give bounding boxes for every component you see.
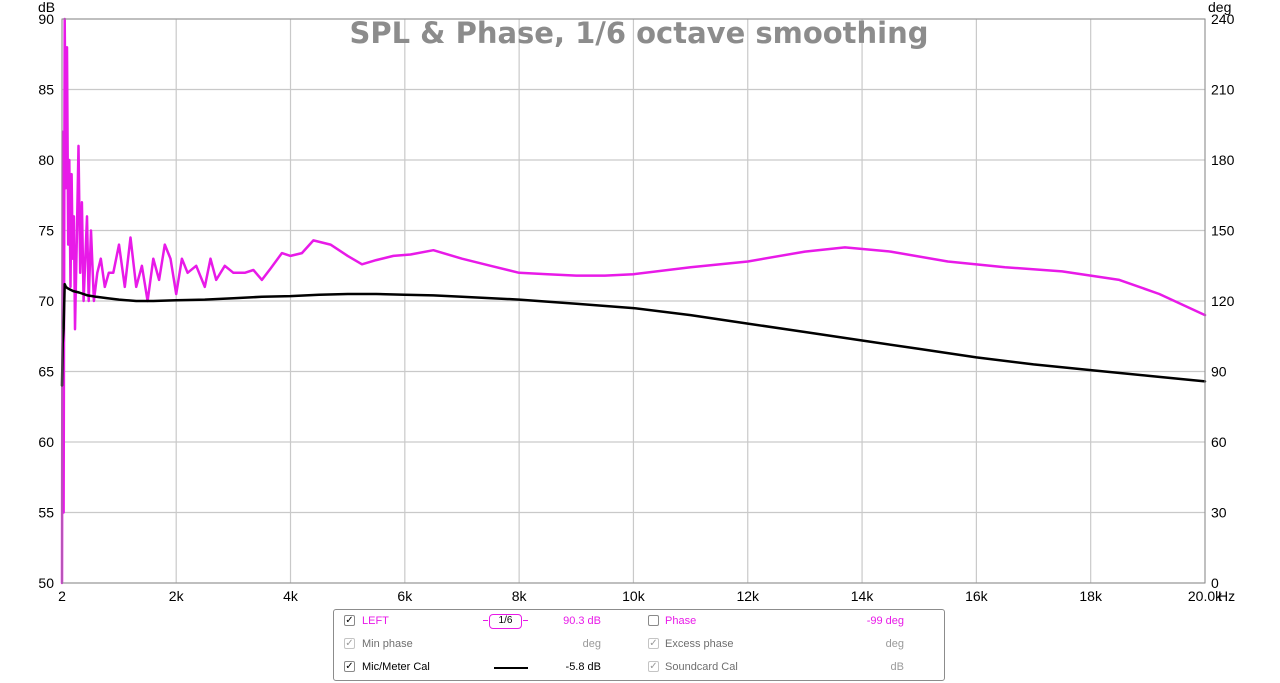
min-phase-value: deg bbox=[582, 638, 601, 650]
y-left-tick-label: 50 bbox=[38, 575, 54, 591]
y-left-tick-label: 90 bbox=[38, 11, 54, 27]
smoothing-selector[interactable]: 1/6 bbox=[483, 614, 528, 629]
y-right-tick-label: 180 bbox=[1211, 152, 1235, 168]
x-tick-label: 14k bbox=[851, 588, 875, 604]
phase-label: Phase bbox=[665, 615, 697, 627]
y-right-unit: deg bbox=[1208, 0, 1231, 15]
excess-phase-checkbox[interactable]: ✓ bbox=[648, 638, 659, 649]
legend-row-minphase: ✓ Min phase deg ✓ Excess phase deg bbox=[334, 634, 944, 656]
y-right-tick-label: 210 bbox=[1211, 82, 1235, 98]
y-left-tick-label: 60 bbox=[38, 434, 54, 450]
left-label: LEFT bbox=[362, 615, 389, 627]
x-tick-label: 12k bbox=[736, 588, 760, 604]
y-left-unit: dB bbox=[38, 0, 55, 15]
x-tick-label: 18k bbox=[1079, 588, 1103, 604]
series-line-mic-meter-cal bbox=[60, 282, 1207, 387]
mic-cal-label: Mic/Meter Cal bbox=[362, 661, 430, 673]
y-right-tick-label: 60 bbox=[1211, 434, 1227, 450]
x-tick-label: 20.0k bbox=[1188, 588, 1223, 604]
phase-value: -99 deg bbox=[866, 615, 904, 627]
y-left-tick-label: 70 bbox=[38, 293, 54, 309]
legend-row-miccal: ✓ Mic/Meter Cal -5.8 dB ✓ Soundcard Cal … bbox=[334, 657, 944, 679]
y-left-tick-label: 75 bbox=[38, 223, 54, 239]
x-tick-label: 4k bbox=[283, 588, 299, 604]
legend-panel: ✓ LEFT 1/6 90.3 dB Phase -99 deg ✓ Min p… bbox=[333, 609, 945, 681]
x-tick-label: 2 bbox=[58, 588, 66, 604]
series-line-left bbox=[60, 17, 1207, 585]
series-group bbox=[60, 17, 1207, 585]
y-right-tick-label: 30 bbox=[1211, 505, 1227, 521]
y-left-tick-label: 85 bbox=[38, 82, 54, 98]
soundcard-cal-label: Soundcard Cal bbox=[665, 661, 738, 673]
x-tick-label: 8k bbox=[512, 588, 528, 604]
legend-row-left: ✓ LEFT 1/6 90.3 dB Phase -99 deg bbox=[334, 611, 944, 633]
plot-frame bbox=[61, 18, 1206, 584]
excess-phase-label: Excess phase bbox=[665, 638, 734, 650]
y-right-tick-label: 90 bbox=[1211, 364, 1227, 380]
y-right-tick-label: 240 bbox=[1211, 11, 1235, 27]
chart-title: SPL & Phase, 1/6 octave smoothing bbox=[349, 16, 928, 50]
y-left-tick-label: 65 bbox=[38, 364, 54, 380]
spl-phase-chart: 2 2k 4k 6k 8k 10k 12k 14k 16k 18k 20.0k 50 55 60 65 70 7… bbox=[38, 0, 1235, 604]
y-right-tick-label: 150 bbox=[1211, 223, 1235, 239]
excess-phase-value: deg bbox=[885, 638, 904, 650]
x-tick-label: 10k bbox=[622, 588, 646, 604]
y-left-tick-label: 80 bbox=[38, 152, 54, 168]
mic-cal-value: -5.8 dB bbox=[565, 661, 601, 673]
min-phase-checkbox[interactable]: ✓ bbox=[344, 638, 355, 649]
min-phase-label: Min phase bbox=[362, 638, 413, 650]
x-tick-label: 16k bbox=[965, 588, 989, 604]
x-tick-label: 2k bbox=[169, 588, 185, 604]
left-checkbox[interactable]: ✓ bbox=[344, 615, 355, 626]
y-left-tick-label: 55 bbox=[38, 505, 54, 521]
grid-lines bbox=[61, 18, 1206, 584]
soundcard-cal-value: dB bbox=[890, 661, 904, 673]
mic-cal-line-swatch bbox=[494, 667, 528, 669]
left-value: 90.3 dB bbox=[563, 615, 601, 627]
tick-labels: 2 2k 4k 6k 8k 10k 12k 14k 16k 18k 20.0k 50 55 60 65 70 7… bbox=[38, 11, 1234, 604]
phase-checkbox[interactable] bbox=[648, 615, 659, 626]
soundcard-cal-checkbox[interactable]: ✓ bbox=[648, 661, 659, 672]
x-unit: Hz bbox=[1218, 588, 1235, 604]
y-right-tick-label: 120 bbox=[1211, 293, 1235, 309]
y-right-tick-label: 0 bbox=[1211, 575, 1219, 591]
mic-cal-checkbox[interactable]: ✓ bbox=[344, 661, 355, 672]
x-tick-label: 6k bbox=[397, 588, 413, 604]
